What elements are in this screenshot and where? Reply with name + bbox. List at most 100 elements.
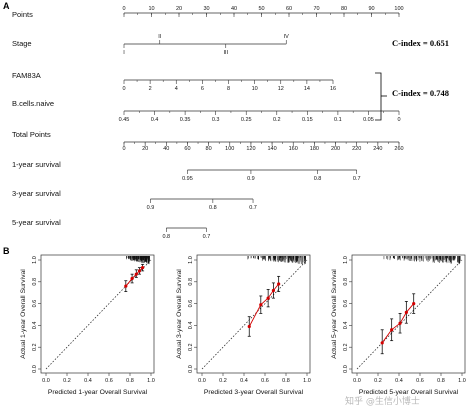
calibration-point	[141, 266, 145, 270]
tick-label-bcells: 0.15	[302, 117, 313, 123]
tick-label-bcells: 0.45	[119, 117, 130, 123]
tick-label-points: 80	[341, 6, 347, 12]
x-tick-label: 0.6	[416, 378, 424, 384]
y-tick-label: 0.0	[32, 365, 38, 373]
x-tick-label: 0.4	[395, 378, 403, 384]
prediction-rug	[126, 256, 150, 265]
tick-label-points: 10	[148, 6, 154, 12]
x-tick-label: 0.6	[261, 378, 269, 384]
tick-label-stage: II	[158, 34, 162, 40]
x-tick-label: 0.0	[198, 378, 206, 384]
tick-label-total: 260	[394, 146, 403, 152]
x-tick-label: 1.0	[458, 378, 466, 384]
c-index-stage: C-index = 0.651	[392, 38, 449, 48]
tick-label-y5: 0.7	[203, 234, 211, 240]
y-axis-label: Actual 5-year Overall Survival	[331, 269, 338, 359]
tick-label-bcells: 0.4	[151, 117, 159, 123]
tick-label-total: 0	[122, 146, 125, 152]
tick-label-bcells: 0.35	[180, 117, 191, 123]
y-tick-label: 0.4	[32, 322, 38, 330]
x-tick-label: 0.8	[437, 378, 445, 384]
y-tick-label: 1.0	[343, 256, 349, 264]
x-tick-label: 0.0	[42, 378, 50, 384]
x-tick-label: 0.8	[126, 378, 134, 384]
y-tick-label: 0.4	[188, 322, 194, 330]
y-tick-label: 0.2	[188, 343, 194, 351]
y-tick-label: 0.0	[343, 365, 349, 373]
calibration-point	[404, 310, 408, 314]
calibration-plots: 0.0 0.0 0.2 0.2 0.4 0.4 0.6 0.6 0.8 0.8 1.0 1.0 Pred…	[20, 254, 466, 396]
tick-label-bcells: 0.1	[334, 117, 342, 123]
prediction-rug	[383, 256, 461, 265]
y-axis-label: Actual 1-year Overall Survival	[20, 269, 27, 359]
y-axis-label: Actual 3-year Overall Survival	[176, 269, 183, 359]
tick-label-bcells: 0	[397, 117, 400, 123]
tick-label-stage: I	[123, 50, 125, 56]
tick-label-y5: 0.8	[162, 234, 170, 240]
tick-label-fam83a: 2	[149, 86, 152, 92]
tick-label-fam83a: 12	[278, 86, 284, 92]
y-tick-label: 0.2	[32, 343, 38, 351]
tick-label-bcells: 0.2	[273, 117, 281, 123]
tick-label-fam83a: 14	[304, 86, 310, 92]
tick-label-points: 60	[286, 6, 292, 12]
plot-frame	[196, 254, 311, 374]
tick-label-total: 180	[310, 146, 319, 152]
reference-diagonal	[201, 259, 308, 370]
y-tick-label: 1.0	[32, 256, 38, 264]
tick-label-y1: 0.9	[247, 176, 255, 182]
tick-label-bcells: 0.3	[212, 117, 220, 123]
tick-label-bcells: 0.05	[363, 117, 374, 123]
x-tick-label: 0.4	[240, 378, 248, 384]
row-label-total: Total Points	[12, 130, 51, 139]
calibration-point	[398, 321, 402, 325]
tick-label-total: 140	[267, 146, 276, 152]
calibration-point	[390, 328, 394, 332]
calibration-point	[266, 296, 270, 300]
y-tick-label: 0.6	[32, 300, 38, 308]
plot-frame	[40, 254, 155, 374]
tick-label-total: 240	[373, 146, 382, 152]
tick-label-y3: 0.8	[209, 205, 217, 211]
tick-label-fam83a: 16	[330, 86, 336, 92]
tick-label-total: 80	[206, 146, 212, 152]
tick-label-points: 100	[394, 6, 403, 12]
y-tick-label: 1.0	[188, 256, 194, 264]
calibration-point	[124, 284, 128, 288]
tick-label-y1: 0.7	[353, 176, 361, 182]
row-label-points: Points	[12, 10, 33, 19]
tick-label-points: 90	[368, 6, 374, 12]
calibration-point	[271, 288, 275, 293]
row-label-y1: 1-year survival	[12, 160, 61, 169]
tick-label-points: 50	[258, 6, 264, 12]
tick-label-fam83a: 8	[227, 86, 230, 92]
y-tick-label: 0.8	[32, 278, 38, 286]
c-index-bracket	[375, 72, 382, 121]
x-axis-label: Predicted 1-year Overall Survival	[48, 389, 148, 396]
y-tick-label: 0.2	[343, 343, 349, 351]
tick-label-total: 160	[289, 146, 298, 152]
tick-label-y3: 0.9	[147, 205, 155, 211]
c-index-genes: C-index = 0.748	[392, 88, 449, 98]
calibration-point	[247, 324, 251, 329]
calibration-point	[259, 303, 263, 307]
x-axis-label: Predicted 3-year Overall Survival	[204, 389, 304, 396]
x-tick-label: 0.2	[374, 378, 382, 384]
plot-frame	[351, 254, 466, 374]
tick-label-fam83a: 6	[201, 86, 204, 92]
tick-label-total: 220	[352, 146, 361, 152]
row-label-stage: Stage	[12, 39, 32, 48]
y-tick-label: 0.6	[343, 300, 349, 308]
calibration-point	[277, 282, 281, 286]
calibration-point	[380, 341, 384, 345]
tick-label-fam83a: 0	[122, 86, 125, 92]
tick-label-y1: 0.8	[314, 176, 322, 182]
tick-label-total: 100	[225, 146, 234, 152]
row-label-bcells: B.cells.naive	[12, 99, 54, 108]
tick-label-fam83a: 10	[252, 86, 258, 92]
calibration-line	[381, 303, 415, 344]
x-tick-label: 0.6	[105, 378, 113, 384]
tick-label-total: 60	[184, 146, 190, 152]
